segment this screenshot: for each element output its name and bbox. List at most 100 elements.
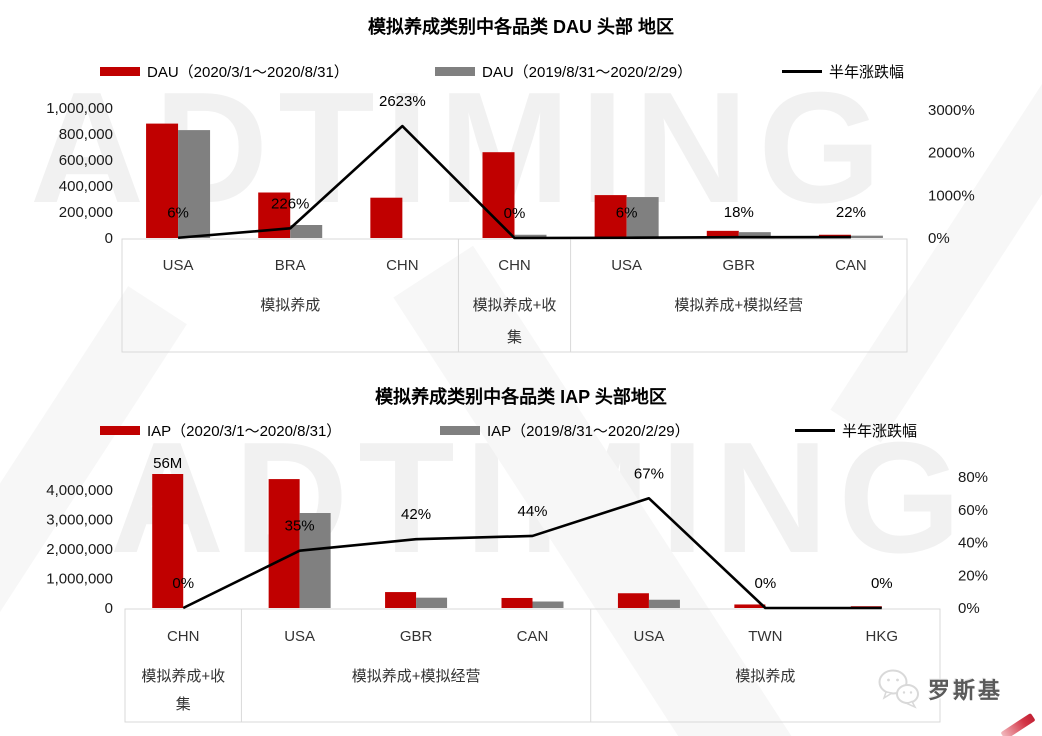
- category-label: BRA: [275, 257, 306, 274]
- value-axis-tick-label: 0: [105, 230, 113, 247]
- group-label: 模拟养成: [735, 668, 795, 685]
- gray-bar-swatch: [435, 67, 475, 76]
- category-label: GBR: [400, 628, 433, 645]
- group-label: 模拟养成+模拟经营: [352, 668, 481, 685]
- category-label: HKG: [866, 628, 899, 645]
- percent-axis-tick-label: 60%: [958, 502, 988, 519]
- bar-current-period: [501, 597, 533, 608]
- bar-previous-period: [299, 513, 331, 608]
- line-data-label: 22%: [836, 204, 866, 221]
- bar-previous-period: [532, 601, 564, 608]
- category-label: USA: [611, 257, 642, 274]
- bar-previous-period: [626, 197, 659, 238]
- trend-line-swatch: [782, 70, 822, 73]
- percent-axis-tick-label: 20%: [958, 567, 988, 584]
- value-axis-tick-label: 200,000: [59, 204, 113, 221]
- chart-title-dau: 模拟养成类别中各品类 DAU 头部 地区: [368, 17, 674, 37]
- trend-line: [182, 496, 882, 610]
- line-data-label: 44%: [517, 503, 547, 520]
- value-axis-tick-label: 0: [105, 600, 113, 617]
- category-box: [124, 608, 941, 723]
- value-axis-tick-label: 3,000,000: [46, 512, 113, 529]
- value-axis-tick-label: 600,000: [59, 152, 113, 169]
- line-data-label: 0%: [871, 575, 893, 592]
- line-data-label: 6%: [616, 205, 638, 222]
- group-label: 集: [507, 329, 522, 346]
- gray-bar-swatch: [440, 426, 480, 435]
- line-data-label: 6%: [167, 205, 189, 222]
- bar-previous-period: [290, 225, 323, 238]
- percent-axis-tick-label: 3000%: [928, 102, 975, 119]
- line-data-label: 226%: [271, 195, 309, 212]
- legend-label: 半年涨跌幅: [842, 423, 918, 440]
- line-data-label: 67%: [634, 465, 664, 482]
- bar-current-period: [385, 592, 417, 608]
- value-axis-tick-label: 2,000,000: [46, 541, 113, 558]
- bar-current-period: [152, 474, 184, 608]
- trend-line: [177, 124, 851, 240]
- bar-current-period: [146, 123, 179, 238]
- group-label: 集: [176, 696, 191, 713]
- category-label: USA: [284, 628, 315, 645]
- legend-item-iap-current: IAP（2020/3/1～2020/8/31）: [100, 420, 341, 441]
- percent-axis-tick-label: 0%: [928, 230, 950, 247]
- value-axis-tick-label: 4,000,000: [46, 482, 113, 499]
- bar-current-period: [617, 593, 649, 608]
- bar-current-period: [594, 195, 627, 238]
- trend-line-swatch: [795, 429, 835, 432]
- line-data-label: 0%: [504, 205, 526, 222]
- group-label: 模拟养成: [260, 297, 320, 314]
- legend-item-dau-trend: 半年涨跌幅: [782, 61, 904, 82]
- wechat-bubbles-icon: [878, 669, 919, 709]
- value-axis-tick-label: 800,000: [59, 126, 113, 143]
- group-label: 模拟养成+收: [473, 297, 557, 314]
- line-data-label: 18%: [724, 204, 754, 221]
- line-data-label: 2623%: [379, 93, 426, 110]
- category-label: CHN: [498, 257, 531, 274]
- percent-axis-tick-label: 80%: [958, 469, 988, 486]
- group-label: 模拟养成+收: [141, 668, 225, 685]
- legend-item-iap-previous: IAP（2019/8/31～2020/2/29）: [440, 420, 690, 441]
- bar-data-label: 56M: [153, 455, 182, 472]
- legend-label: DAU（2020/3/1～2020/8/31）: [147, 64, 349, 81]
- legend-label: 半年涨跌幅: [829, 64, 905, 81]
- bar-current-period: [482, 152, 515, 238]
- category-label: GBR: [723, 257, 756, 274]
- bar-current-period: [706, 230, 739, 238]
- value-axis-tick-label: 1,000,000: [46, 100, 113, 117]
- bar-current-period: [268, 479, 300, 608]
- legend-label: IAP（2019/8/31～2020/2/29）: [487, 423, 690, 440]
- bar-previous-period: [416, 597, 448, 608]
- percent-axis-tick-label: 1000%: [928, 187, 975, 204]
- bar-previous-period: [850, 235, 883, 238]
- category-label: TWN: [748, 628, 782, 645]
- category-label: CHN: [167, 628, 200, 645]
- legend-item-dau-current: DAU（2020/3/1～2020/8/31）: [100, 61, 349, 82]
- line-data-label: 42%: [401, 506, 431, 523]
- legend-label: DAU（2019/8/31～2020/2/29）: [482, 64, 693, 81]
- percent-axis-tick-label: 40%: [958, 535, 988, 552]
- line-data-label: 35%: [285, 518, 315, 535]
- bar-current-period: [734, 604, 766, 608]
- category-label: USA: [163, 257, 194, 274]
- line-data-label: 0%: [172, 575, 194, 592]
- bar-current-period: [370, 197, 403, 238]
- legend-dau: DAU（2020/3/1～2020/8/31） DAU（2019/8/31～20…: [0, 61, 1042, 82]
- red-bar-swatch: [100, 67, 140, 76]
- bar-previous-period: [178, 130, 211, 238]
- value-axis-tick-label: 1,000,000: [46, 571, 113, 588]
- category-label: USA: [634, 628, 665, 645]
- red-bar-swatch: [100, 426, 140, 435]
- bar-previous-period: [738, 232, 771, 238]
- legend-item-iap-trend: 半年涨跌幅: [795, 420, 917, 441]
- group-label: 模拟养成+模拟经营: [674, 297, 803, 314]
- category-label: CAN: [835, 257, 867, 274]
- legend-item-dau-previous: DAU（2019/8/31～2020/2/29）: [435, 61, 692, 82]
- chart-title-iap: 模拟养成类别中各品类 IAP 头部地区: [375, 387, 667, 407]
- value-axis-tick-label: 400,000: [59, 178, 113, 195]
- percent-axis-tick-label: 2000%: [928, 145, 975, 162]
- category-label: CHN: [386, 257, 419, 274]
- bar-previous-period: [648, 599, 680, 608]
